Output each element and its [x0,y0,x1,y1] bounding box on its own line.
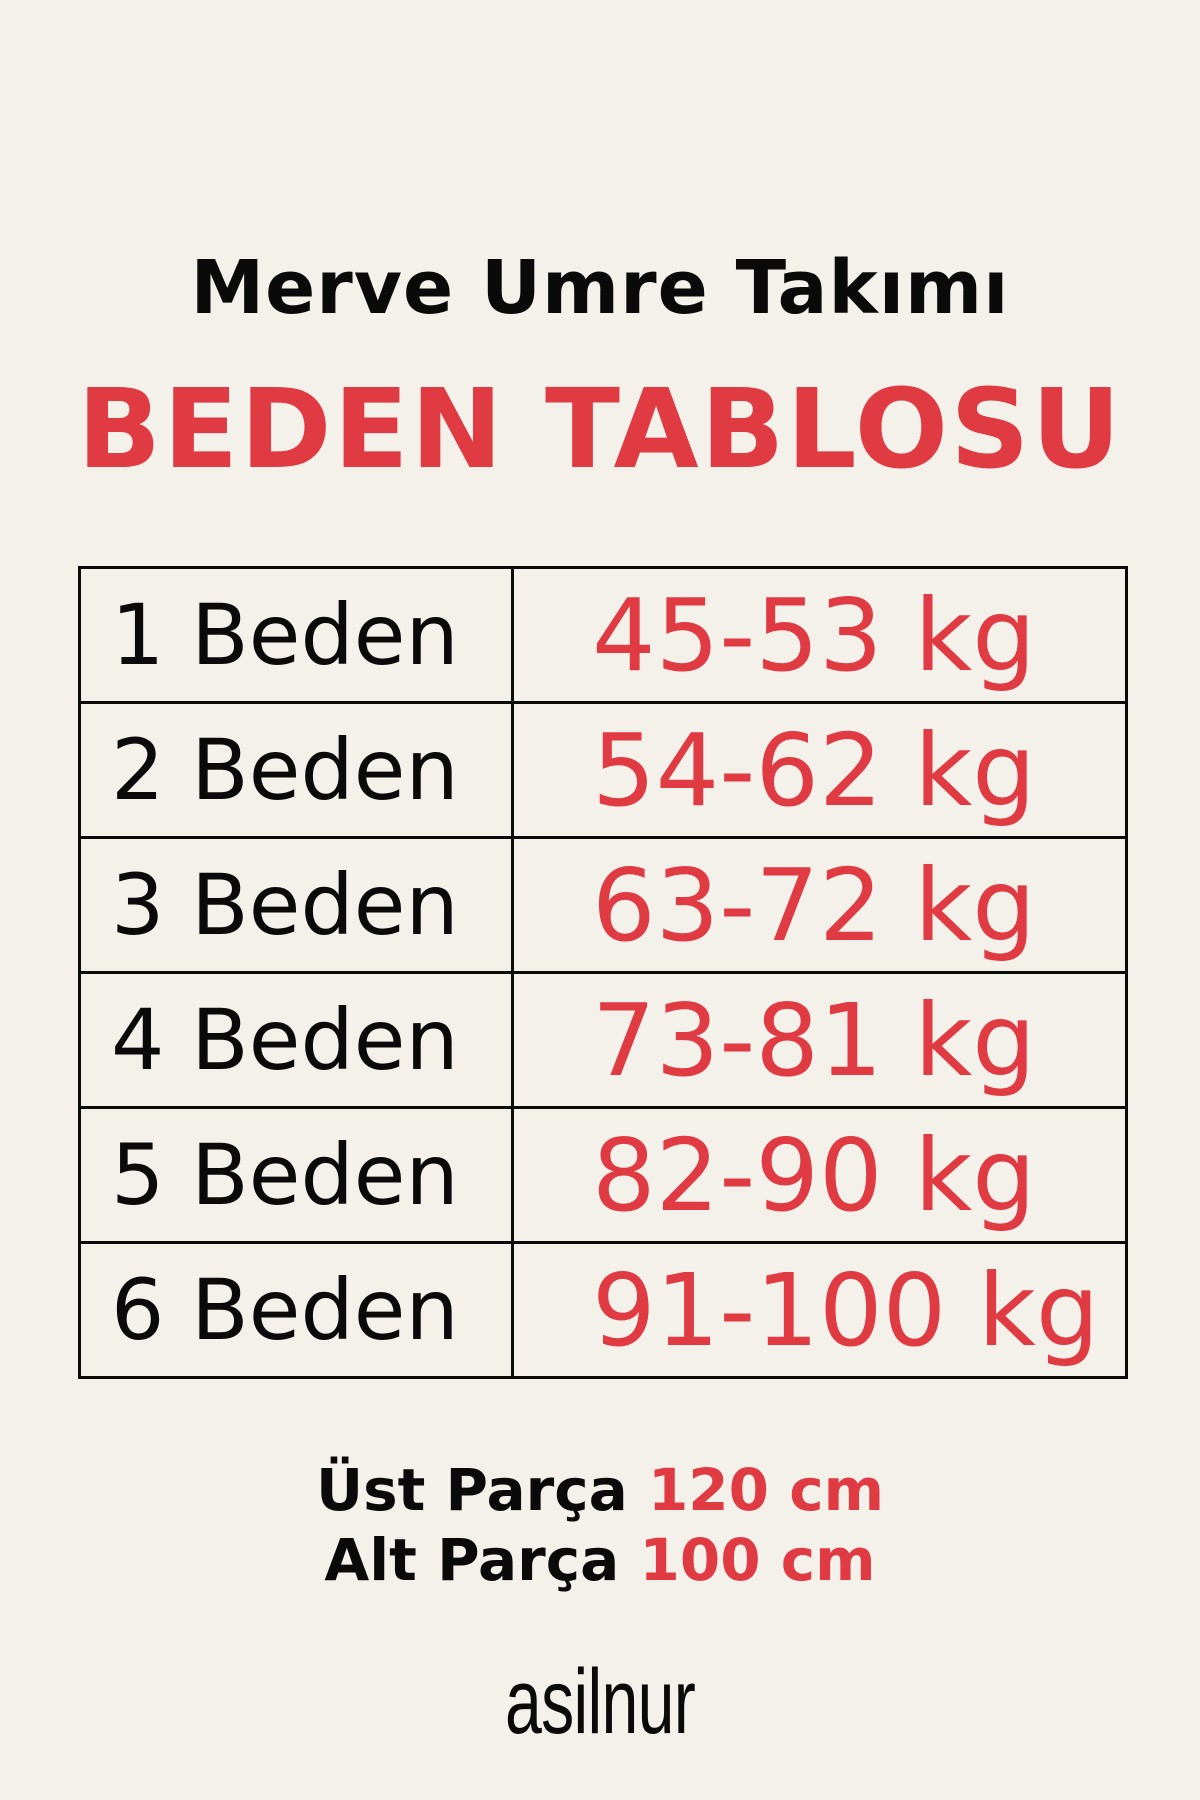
size-cell: 5 Beden [78,1106,514,1244]
table-row: 1 Beden 45-53 kg [78,566,1128,704]
bottom-piece-label: Alt Parça [324,1526,620,1594]
size-cell: 6 Beden [78,1241,514,1379]
table-row: 2 Beden 54-62 kg [78,701,1128,839]
top-piece-length: Üst Parça 120 cm [0,1455,1200,1525]
product-name: Merve Umre Takımı [190,245,1010,331]
weight-cell: 45-53 kg [511,566,1128,704]
top-piece-label: Üst Parça [315,1456,628,1524]
size-cell: 3 Beden [78,836,514,974]
size-cell: 2 Beden [78,701,514,839]
bottom-piece-length: Alt Parça 100 cm [0,1525,1200,1595]
size-cell: 4 Beden [78,971,514,1109]
bottom-piece-value: 100 cm [639,1526,876,1594]
table-row: 6 Beden 91-100 kg [78,1241,1128,1379]
weight-cell: 91-100 kg [511,1241,1128,1379]
table-row: 3 Beden 63-72 kg [78,836,1128,974]
weight-cell: 73-81 kg [511,971,1128,1109]
top-piece-value: 120 cm [647,1456,885,1524]
weight-cell: 63-72 kg [511,836,1128,974]
measurements: Üst Parça 120 cm Alt Parça 100 cm [0,1455,1200,1595]
table-row: 5 Beden 82-90 kg [78,1106,1128,1244]
size-table: 1 Beden 45-53 kg 2 Beden 54-62 kg 3 Beden 6… [78,566,1128,1379]
size-cell: 1 Beden [78,566,514,704]
weight-cell: 54-62 kg [511,701,1128,839]
weight-cell: 82-90 kg [511,1106,1128,1244]
table-row: 4 Beden 73-81 kg [78,971,1128,1109]
page-title: BEDEN TABLOSU [77,365,1123,493]
brand-logo: asilnur [504,1651,696,1753]
